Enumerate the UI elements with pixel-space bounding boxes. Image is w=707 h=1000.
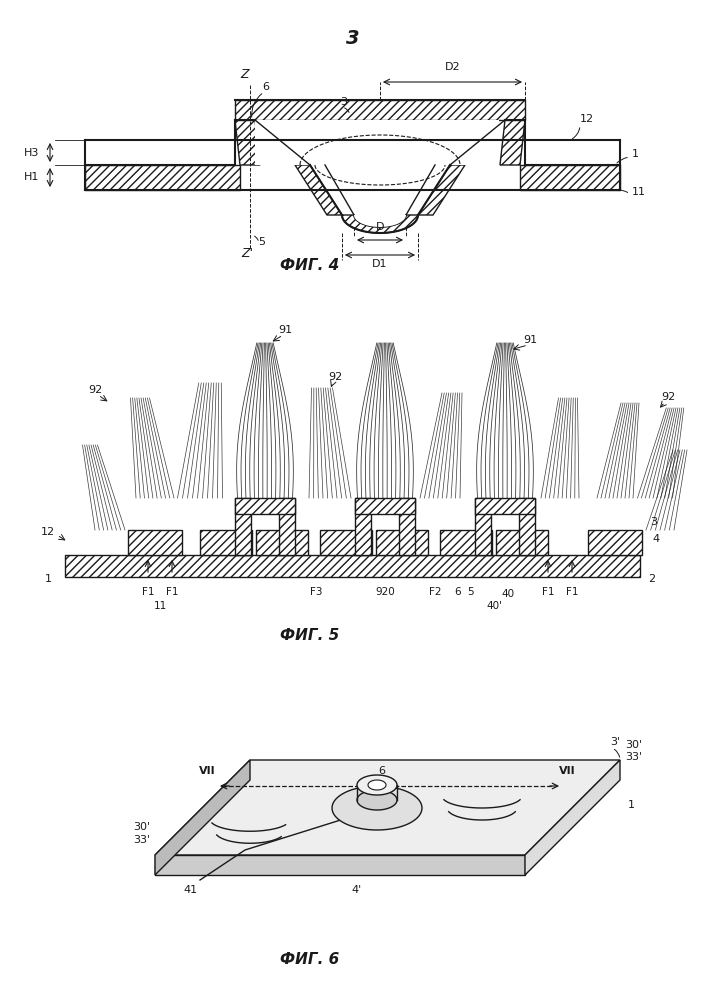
Bar	[320, 530, 372, 555]
Text: F1: F1	[542, 587, 554, 597]
Text: 40': 40'	[486, 601, 502, 611]
Text: F1: F1	[566, 587, 578, 597]
Text: 5: 5	[258, 237, 265, 247]
Bar	[475, 498, 535, 514]
Text: F2: F2	[428, 587, 441, 597]
Bar	[519, 498, 535, 555]
Text: D: D	[375, 222, 384, 232]
Text: Z': Z'	[241, 247, 253, 260]
Bar	[399, 498, 415, 555]
Text: 6: 6	[455, 587, 461, 597]
Text: 92: 92	[328, 372, 342, 382]
Text: D2: D2	[445, 62, 460, 72]
Text: ФИГ. 4: ФИГ. 4	[281, 257, 339, 272]
Text: 11: 11	[153, 601, 167, 611]
Text: 12: 12	[580, 114, 594, 124]
Bar	[235, 498, 251, 555]
Polygon shape	[368, 780, 386, 790]
Polygon shape	[357, 790, 397, 810]
Polygon shape	[500, 120, 525, 165]
Bar	[496, 530, 548, 555]
Text: F3: F3	[310, 587, 322, 597]
Text: 4': 4'	[352, 885, 362, 895]
Text: ФИГ. 5: ФИГ. 5	[281, 628, 339, 643]
Bar	[235, 498, 295, 514]
Text: 91: 91	[278, 325, 292, 335]
Text: 91: 91	[523, 335, 537, 345]
Polygon shape	[357, 775, 397, 795]
Text: 3: 3	[650, 517, 657, 527]
Text: ФИГ. 6: ФИГ. 6	[281, 952, 339, 968]
Bar	[128, 530, 182, 555]
Text: 3': 3'	[610, 737, 620, 747]
Text: 2: 2	[648, 574, 655, 584]
Text: 1: 1	[628, 800, 635, 810]
Bar	[65, 555, 640, 577]
Bar	[255, 120, 499, 165]
Polygon shape	[155, 855, 525, 875]
Text: 92: 92	[661, 392, 675, 402]
Text: 920: 920	[375, 587, 395, 597]
Text: 12: 12	[41, 527, 55, 537]
Bar	[376, 530, 428, 555]
Text: 4: 4	[652, 534, 659, 544]
Text: H1: H1	[24, 172, 40, 182]
Text: 3: 3	[340, 97, 347, 107]
Bar	[520, 165, 620, 190]
Polygon shape	[354, 215, 406, 227]
Polygon shape	[155, 760, 620, 855]
Text: 11: 11	[632, 187, 646, 197]
Text: D1: D1	[373, 259, 387, 269]
Text: 30': 30'	[133, 822, 150, 832]
Text: 41: 41	[183, 885, 197, 895]
Polygon shape	[295, 165, 342, 215]
Text: 40: 40	[501, 589, 515, 599]
Bar	[355, 498, 371, 555]
Text: VII: VII	[199, 766, 216, 776]
Bar	[235, 100, 525, 120]
Bar	[279, 498, 295, 555]
Bar	[85, 165, 240, 190]
Text: F1: F1	[141, 587, 154, 597]
Bar	[354, 165, 406, 215]
Text: 33': 33'	[133, 835, 150, 845]
Text: Z: Z	[240, 68, 250, 81]
Text: 33': 33'	[625, 752, 642, 762]
Bar	[475, 498, 491, 555]
Bar	[256, 530, 308, 555]
Text: 30': 30'	[625, 740, 642, 750]
Polygon shape	[525, 760, 620, 875]
Polygon shape	[418, 165, 465, 215]
Text: 1: 1	[45, 574, 52, 584]
Text: VII: VII	[559, 766, 575, 776]
Bar	[200, 530, 252, 555]
Text: 5: 5	[467, 587, 473, 597]
Polygon shape	[235, 120, 260, 165]
Text: 92: 92	[88, 385, 102, 395]
Text: H3: H3	[24, 147, 40, 157]
Bar	[355, 498, 415, 514]
Polygon shape	[342, 215, 418, 233]
Bar	[440, 530, 492, 555]
Text: 6: 6	[262, 82, 269, 92]
Text: 3: 3	[346, 28, 360, 47]
Polygon shape	[332, 786, 422, 830]
Polygon shape	[155, 760, 250, 875]
Text: 6: 6	[378, 766, 385, 776]
Text: 1: 1	[632, 149, 639, 159]
Bar	[588, 530, 642, 555]
Text: F1: F1	[165, 587, 178, 597]
